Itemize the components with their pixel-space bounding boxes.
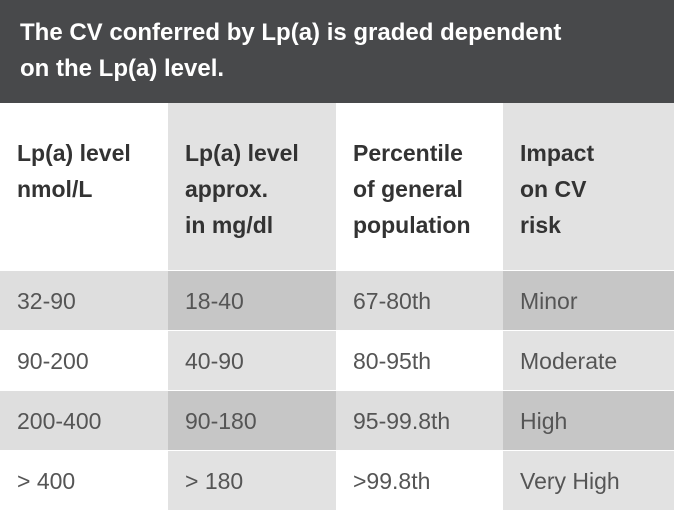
header-text: nmol/L <box>17 176 93 202</box>
header-text: risk <box>520 212 561 238</box>
header-text: population <box>353 212 471 238</box>
cell-mgdl: > 180 <box>168 450 336 510</box>
cell-percentile: 80-95th <box>336 330 503 390</box>
header-text: of general <box>353 176 463 202</box>
table-row: 200-400 90-180 95-99.8th High <box>0 390 674 450</box>
banner-title-line-1: The CV conferred by Lp(a) is graded depe… <box>20 19 562 46</box>
cell-impact: High <box>503 390 674 450</box>
cell-impact: Very High <box>503 450 674 510</box>
header-text: Lp(a) level <box>17 140 131 166</box>
header-percentile: Percentile of general population <box>336 103 503 270</box>
header-cv-impact: Impact on CV risk <box>503 103 674 270</box>
header-text: Impact <box>520 140 595 166</box>
header-text: in mg/dl <box>185 212 274 238</box>
header-lpa-mgdl: Lp(a) level approx. in mg/dl <box>168 103 336 270</box>
cell-impact: Minor <box>503 270 674 330</box>
header-text: approx. <box>185 176 269 202</box>
header-text: Percentile <box>353 140 463 166</box>
cell-percentile: 95-99.8th <box>336 390 503 450</box>
header-lpa-nmol: Lp(a) level nmol/L <box>0 103 168 270</box>
cell-mgdl: 18-40 <box>168 270 336 330</box>
cell-impact: Moderate <box>503 330 674 390</box>
table-header-row: Lp(a) level nmol/L Lp(a) level approx. i… <box>0 103 674 270</box>
header-text: Lp(a) level <box>185 140 299 166</box>
cell-nmol: 90-200 <box>0 330 168 390</box>
header-text: on CV <box>520 176 587 202</box>
title-banner: The CV conferred by Lp(a) is graded depe… <box>0 0 674 103</box>
cell-nmol: 32-90 <box>0 270 168 330</box>
cell-mgdl: 90-180 <box>168 390 336 450</box>
table-row: > 400 > 180 >99.8th Very High <box>0 450 674 510</box>
table-row: 90-200 40-90 80-95th Moderate <box>0 330 674 390</box>
table-row: 32-90 18-40 67-80th Minor <box>0 270 674 330</box>
cell-mgdl: 40-90 <box>168 330 336 390</box>
cell-nmol: 200-400 <box>0 390 168 450</box>
cell-nmol: > 400 <box>0 450 168 510</box>
cell-percentile: 67-80th <box>336 270 503 330</box>
cell-percentile: >99.8th <box>336 450 503 510</box>
banner-title-line-2: on the Lp(a) level. <box>20 55 225 82</box>
lp-a-table: Lp(a) level nmol/L Lp(a) level approx. i… <box>0 103 674 510</box>
